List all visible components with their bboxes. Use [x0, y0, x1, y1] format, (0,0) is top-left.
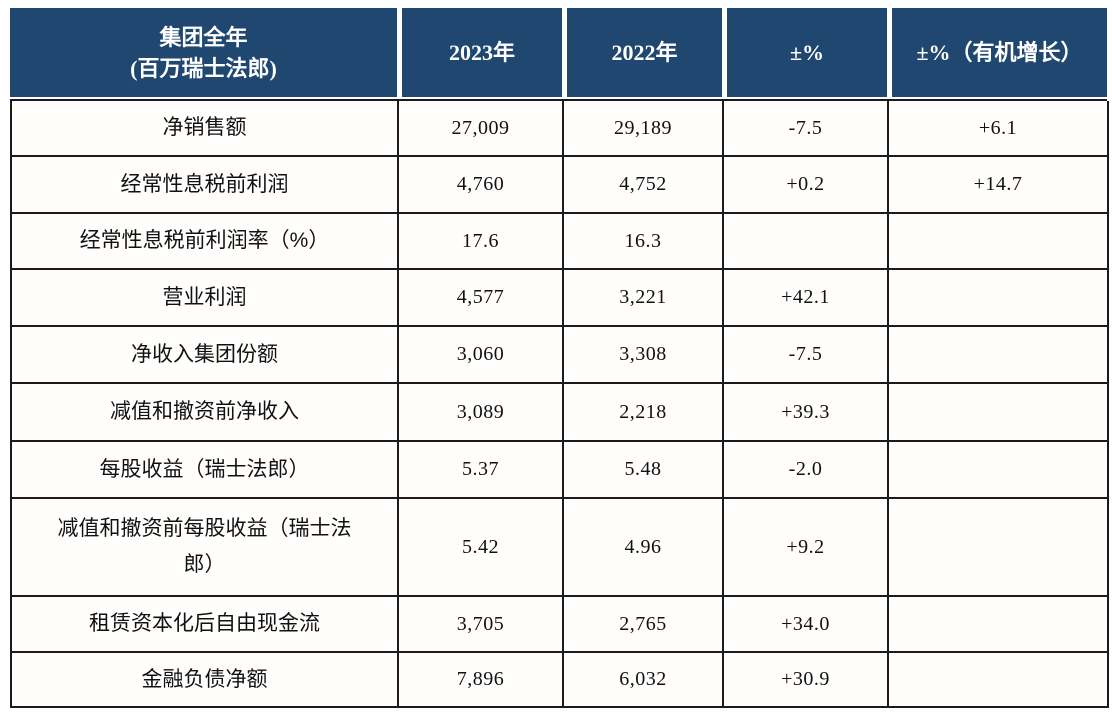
- change-pct-cell: +0.2: [724, 157, 889, 214]
- organic-growth-cell: [889, 327, 1109, 384]
- metric-label-cell: 净收入集团份额: [12, 327, 399, 384]
- metric-label-cell: 净销售额: [12, 101, 399, 157]
- value-2022-cell: 5.48: [564, 442, 724, 499]
- value-2022-cell: 29,189: [564, 101, 724, 157]
- metric-label-cell: 每股收益（瑞士法郎）: [12, 442, 399, 499]
- organic-growth-cell: [889, 270, 1109, 327]
- change-pct-cell: +34.0: [724, 597, 889, 653]
- value-2023-cell: 3,705: [399, 597, 564, 653]
- value-2022-cell: 16.3: [564, 214, 724, 270]
- change-pct-cell: +9.2: [724, 499, 889, 597]
- metric-label-cell: 经常性息税前利润率（%）: [12, 214, 399, 270]
- organic-growth-cell: [889, 653, 1109, 708]
- value-2023-cell: 27,009: [399, 101, 564, 157]
- value-2022-cell: 4,752: [564, 157, 724, 214]
- metric-label-cell: 租赁资本化后自由现金流: [12, 597, 399, 653]
- organic-growth-cell: [889, 442, 1109, 499]
- organic-growth-cell: [889, 499, 1109, 597]
- change-pct-cell: [724, 214, 889, 270]
- change-pct-cell: -7.5: [724, 101, 889, 157]
- table-header-row: 集团全年 (百万瑞士法郎) 2023年 2022年 ±% ±%（有机增长）: [10, 8, 1107, 97]
- table-body: 净销售额 27,009 29,189 -7.5 +6.1 经常性息税前利润 4,760 4,7…: [10, 99, 1109, 708]
- value-2022-cell: 4.96: [564, 499, 724, 597]
- value-2023-cell: 3,060: [399, 327, 564, 384]
- organic-growth-cell: [889, 597, 1109, 653]
- organic-growth-cell: [889, 384, 1109, 442]
- value-2022-cell: 3,221: [564, 270, 724, 327]
- organic-growth-cell: +6.1: [889, 101, 1109, 157]
- change-pct-cell: -7.5: [724, 327, 889, 384]
- metric-label-cell: 营业利润: [12, 270, 399, 327]
- value-2022-cell: 2,218: [564, 384, 724, 442]
- value-2023-cell: 17.6: [399, 214, 564, 270]
- column-header-change-pct: ±%: [722, 8, 887, 97]
- value-2023-cell: 4,760: [399, 157, 564, 214]
- value-2022-cell: 2,765: [564, 597, 724, 653]
- value-2022-cell: 6,032: [564, 653, 724, 708]
- value-2023-cell: 3,089: [399, 384, 564, 442]
- value-2022-cell: 3,308: [564, 327, 724, 384]
- metric-label-cell: 金融负债净额: [12, 653, 399, 708]
- organic-growth-cell: [889, 214, 1109, 270]
- metric-label-cell: 经常性息税前利润: [12, 157, 399, 214]
- metric-label-cell: 减值和撤资前每股收益（瑞士法 郎）: [12, 499, 399, 597]
- column-header-metric: 集团全年 (百万瑞士法郎): [10, 8, 397, 97]
- change-pct-cell: +39.3: [724, 384, 889, 442]
- change-pct-cell: -2.0: [724, 442, 889, 499]
- column-header-organic-pct: ±%（有机增长）: [887, 8, 1107, 97]
- value-2023-cell: 4,577: [399, 270, 564, 327]
- column-header-2023: 2023年: [397, 8, 562, 97]
- metric-label-cell: 减值和撤资前净收入: [12, 384, 399, 442]
- value-2023-cell: 7,896: [399, 653, 564, 708]
- organic-growth-cell: +14.7: [889, 157, 1109, 214]
- financial-summary-table: 集团全年 (百万瑞士法郎) 2023年 2022年 ±% ±%（有机增长） 净销…: [10, 8, 1109, 708]
- change-pct-cell: +30.9: [724, 653, 889, 708]
- column-header-2022: 2022年: [562, 8, 722, 97]
- value-2023-cell: 5.37: [399, 442, 564, 499]
- change-pct-cell: +42.1: [724, 270, 889, 327]
- value-2023-cell: 5.42: [399, 499, 564, 597]
